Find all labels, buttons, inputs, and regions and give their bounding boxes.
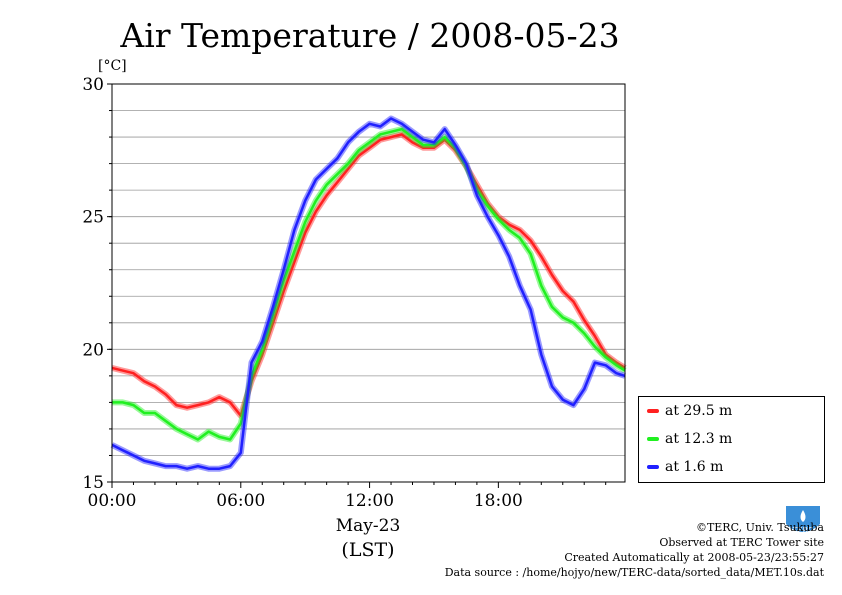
x-tick-label: 12:00	[345, 491, 394, 511]
grid-lines	[112, 110, 625, 456]
source-text: Data source : /home/hojyo/new/TERC-data/…	[444, 566, 824, 579]
y-tick-label: 30	[82, 75, 104, 95]
legend-item: at 29.5 m	[647, 401, 732, 421]
x-axis: 00:00 06:00 12:00 18:00	[88, 482, 607, 511]
x-axis-date-label: May-23	[336, 516, 401, 536]
x-tick-label: 18:00	[474, 491, 523, 511]
legend: at 29.5 m at 12.3 m at 1.6 m	[638, 396, 825, 483]
plot-frame	[111, 83, 626, 483]
y-axis: 15 20 25 30	[82, 75, 112, 493]
created-text: Created Automatically at 2008-05-23/23:5…	[564, 551, 824, 564]
legend-swatch-blue	[647, 465, 659, 469]
y-unit-label: [°C]	[98, 58, 127, 74]
y-tick-label: 20	[82, 340, 104, 360]
x-axis-zone-label: (LST)	[341, 539, 394, 561]
x-tick-label: 06:00	[216, 491, 265, 511]
legend-label: at 1.6 m	[665, 459, 724, 475]
logo-text: TERC	[792, 526, 814, 535]
copyright-text: ©TERC, Univ. Tsukuba	[695, 521, 824, 534]
series-line-0	[111, 133, 626, 417]
legend-label: at 29.5 m	[665, 403, 733, 419]
observed-text: Observed at TERC Tower site	[659, 536, 824, 549]
legend-swatch-green	[647, 437, 659, 441]
series-line-1	[112, 127, 626, 441]
legend-swatch-red	[647, 409, 659, 413]
x-tick-label: 00:00	[88, 491, 137, 511]
credits-block: ©TERC, Univ. Tsukuba Observed at TERC To…	[445, 520, 824, 580]
chart-title: Air Temperature / 2008-05-23	[119, 16, 619, 55]
y-tick-label: 15	[82, 473, 104, 493]
series-glow-1	[112, 126, 627, 443]
legend-item: at 12.3 m	[647, 429, 732, 449]
terc-logo: TERC	[786, 506, 820, 535]
y-tick-label: 25	[82, 208, 104, 228]
legend-label: at 12.3 m	[665, 431, 733, 447]
series-lines	[110, 115, 627, 472]
series-line-2	[111, 117, 626, 470]
legend-item: at 1.6 m	[647, 457, 723, 477]
